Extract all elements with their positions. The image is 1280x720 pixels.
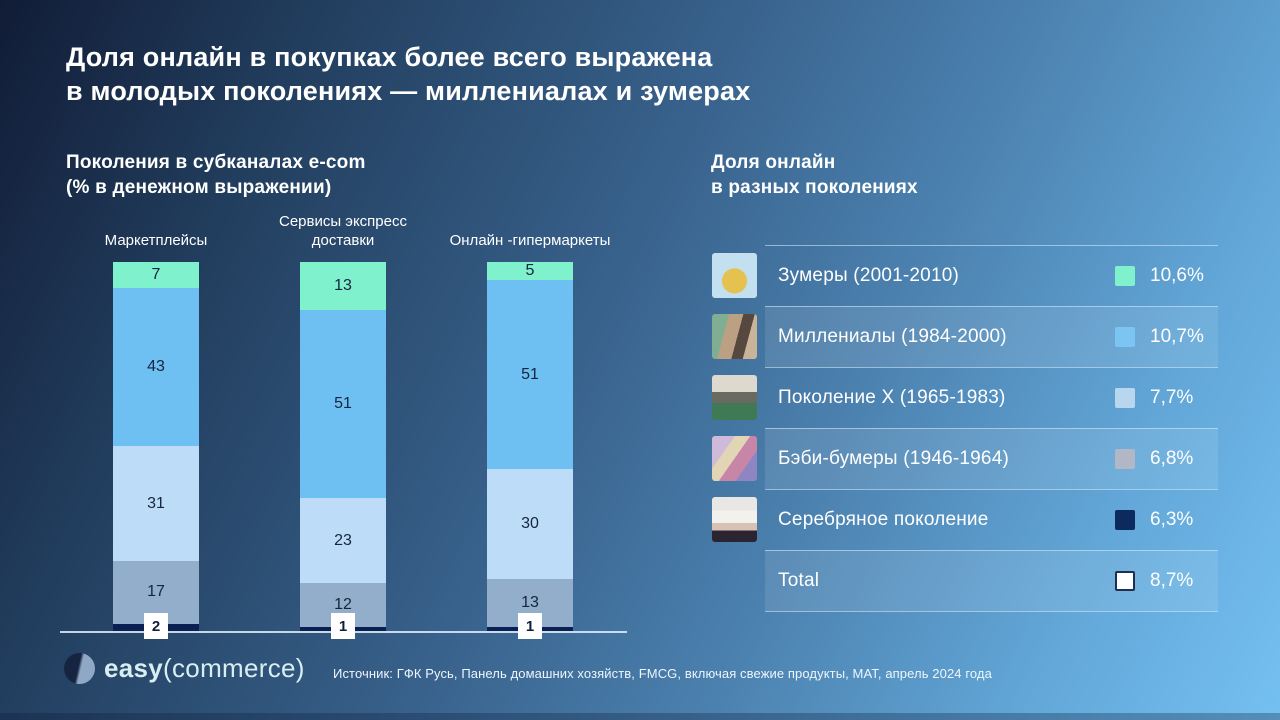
table-row: Бэби-бумеры (1946-1964) 6,8% [712, 428, 1218, 489]
share-value: 6,3% [1150, 509, 1194, 530]
segment-value-label: 17 [147, 583, 165, 601]
left-heading-line1: Поколения в субканалах e-com [66, 152, 366, 173]
bottom-segment-value-box: 1 [331, 613, 355, 639]
table-row: Миллениалы (1984-2000) 10,7% [712, 306, 1218, 367]
generation-x-photo [712, 375, 757, 420]
chart-column-labels: Маркетплейсы Сервисы экспресс доставки Онл… [60, 208, 627, 250]
generations-table: Зумеры (2001-2010) 10,6% Миллениалы (1984-… [712, 245, 1218, 612]
baby-boomers-photo [712, 436, 757, 481]
slide-title-line1: Доля онлайн в покупках более всего выраж… [66, 42, 713, 72]
zoomer-photo [712, 253, 757, 298]
logo-text: easy(commerce) [104, 653, 305, 684]
generation-label: Миллениалы (1984-2000) [778, 326, 1007, 347]
segment-value-label: 31 [147, 494, 165, 512]
table-row: Зумеры (2001-2010) 10,6% [712, 245, 1218, 306]
table-row-content: Поколение X (1965-1983) 7,7% [765, 367, 1218, 428]
share-value: 7,7% [1150, 387, 1194, 408]
left-heading-line2: (% в денежном выражении) [66, 177, 332, 198]
share-value: 8,7% [1150, 570, 1194, 591]
legend-color-square [1115, 388, 1135, 408]
segment-value-label: 23 [334, 531, 352, 549]
generation-label: Поколение X (1965-1983) [778, 387, 1006, 408]
legend-color-square [1115, 266, 1135, 286]
logo-word-easy: easy [104, 653, 164, 683]
easycommerce-logo: easy(commerce) [64, 653, 305, 684]
segment-value-label: 51 [334, 395, 352, 413]
table-row: Total 8,7% [712, 550, 1218, 611]
segment-value-label: 12 [334, 596, 352, 614]
table-row-content: Total 8,7% [765, 550, 1218, 611]
table-bottom-line [765, 611, 1218, 612]
right-section-heading: Доля онлайн в разных поколениях [711, 150, 918, 200]
share-value: 10,6% [1150, 265, 1204, 286]
generation-label: Зумеры (2001-2010) [778, 265, 960, 286]
slide-title-line2: в молодых поколениях — миллениалах и зум… [66, 76, 751, 106]
segment-value-label: 51 [521, 365, 539, 383]
bar-segment: 23 [300, 498, 386, 584]
silver-generation-photo [712, 497, 757, 542]
legend-color-square [1115, 510, 1135, 530]
bar-segment: 51 [300, 309, 386, 499]
chart-column-label: Онлайн -гипермаркеты [449, 232, 611, 249]
source-note: Источник: ГФК Русь, Панель домашних хозя… [333, 666, 992, 681]
bar-segment: 51 [487, 280, 573, 469]
right-heading-line1: Доля онлайн [711, 152, 836, 173]
stacked-bar: 5 51 30 13 1 [487, 262, 573, 639]
table-row-content: Бэби-бумеры (1946-1964) 6,8% [765, 428, 1218, 489]
chart-column-label: Маркетплейсы [104, 232, 208, 249]
logo-sphere-icon [64, 653, 95, 684]
chart-column-label: Сервисы экспресс доставки [278, 213, 407, 249]
legend-color-square [1115, 571, 1135, 591]
table-row-content: Зумеры (2001-2010) 10,6% [765, 245, 1218, 306]
segment-value-label: 7 [151, 265, 161, 283]
segment-value-label: 13 [521, 594, 539, 612]
bottom-segment-value-box: 2 [144, 613, 168, 639]
bar-segment: 13 [300, 262, 386, 310]
generation-label: Серебряное поколение [778, 509, 989, 530]
bottom-edge-strip [0, 713, 1280, 720]
bar-segment: 30 [487, 468, 573, 580]
bar-segment: 7 [113, 262, 199, 288]
generation-label: Total [778, 570, 820, 591]
segment-value-label: 5 [525, 262, 535, 280]
table-row: Поколение X (1965-1983) 7,7% [712, 367, 1218, 428]
avatar-placeholder [712, 558, 757, 603]
generation-label: Бэби-бумеры (1946-1964) [778, 448, 1009, 469]
share-value: 10,7% [1150, 326, 1204, 347]
bar-segment: 5 [487, 262, 573, 281]
segment-value-label: 13 [334, 276, 352, 294]
legend-color-square [1115, 449, 1135, 469]
legend-color-square [1115, 327, 1135, 347]
bar-segment: 31 [113, 446, 199, 561]
millennials-photo [712, 314, 757, 359]
bar-segment: 43 [113, 287, 199, 447]
right-heading-line2: в разных поколениях [711, 177, 918, 198]
stacked-bar: 13 51 23 12 1 [300, 262, 386, 639]
bottom-segment-value-box: 1 [518, 613, 542, 639]
share-value: 6,8% [1150, 448, 1194, 469]
left-section-heading: Поколения в субканалах e-com (% в денежн… [66, 150, 366, 200]
segment-value-label: 30 [521, 514, 539, 532]
slide-title: Доля онлайн в покупках более всего выраж… [66, 40, 966, 108]
segment-value-label: 43 [147, 358, 165, 376]
logo-word-commerce: (commerce) [163, 653, 305, 683]
table-row-content: Миллениалы (1984-2000) 10,7% [765, 306, 1218, 367]
table-row-content: Серебряное поколение 6,3% [765, 489, 1218, 550]
stacked-bar: 7 43 31 17 2 [113, 262, 199, 639]
stacked-bar-chart: Маркетплейсы Сервисы экспресс доставки Онл… [60, 213, 627, 655]
table-row: Серебряное поколение 6,3% [712, 489, 1218, 550]
